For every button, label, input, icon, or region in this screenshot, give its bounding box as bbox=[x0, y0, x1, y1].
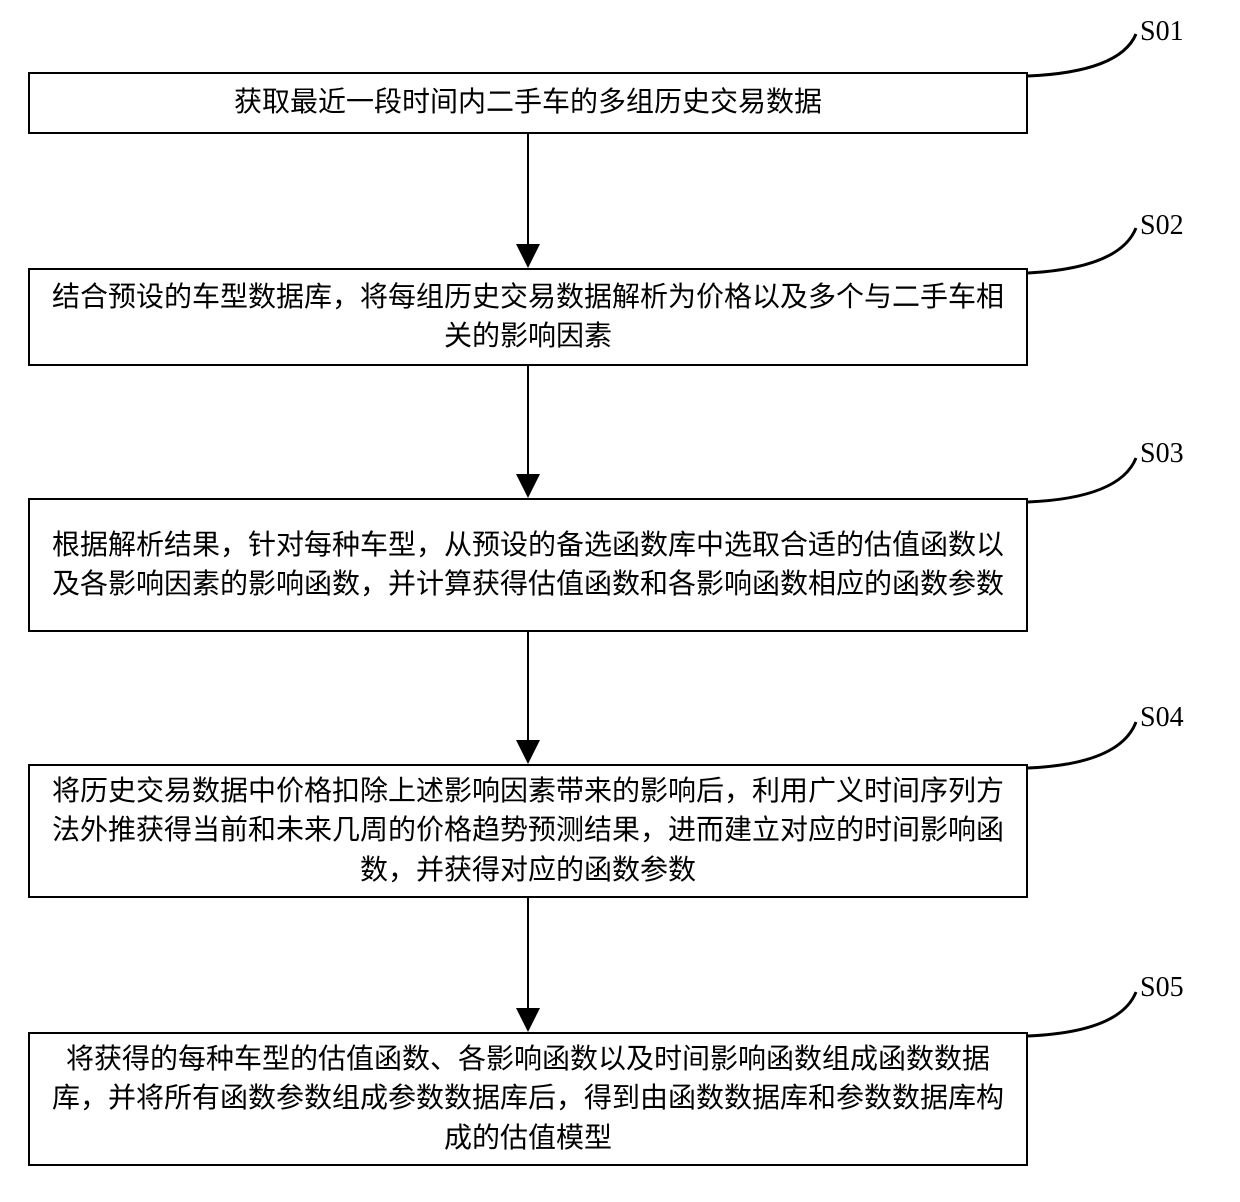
step-label-s01: S01 bbox=[1140, 16, 1184, 48]
step-label-s05: S05 bbox=[1140, 972, 1184, 1004]
step-text-s05: 将获得的每种车型的估值函数、各影响函数以及时间影响函数组成函数数据库，并将所有函… bbox=[48, 1040, 1008, 1158]
step-box-s01: 获取最近一段时间内二手车的多组历史交易数据 bbox=[28, 72, 1028, 134]
callout-s02 bbox=[1028, 228, 1136, 273]
step-box-s05: 将获得的每种车型的估值函数、各影响函数以及时间影响函数组成函数数据库，并将所有函… bbox=[28, 1032, 1028, 1166]
step-box-s04: 将历史交易数据中价格扣除上述影响因素带来的影响后，利用广义时间序列方法外推获得当… bbox=[28, 764, 1028, 898]
step-label-s04: S04 bbox=[1140, 702, 1184, 734]
step-box-s02: 结合预设的车型数据库，将每组历史交易数据解析为价格以及多个与二手车相关的影响因素 bbox=[28, 268, 1028, 366]
step-text-s04: 将历史交易数据中价格扣除上述影响因素带来的影响后，利用广义时间序列方法外推获得当… bbox=[48, 772, 1008, 890]
flowchart-container: 获取最近一段时间内二手车的多组历史交易数据 结合预设的车型数据库，将每组历史交易… bbox=[0, 0, 1240, 1202]
step-label-s03: S03 bbox=[1140, 438, 1184, 470]
step-text-s01: 获取最近一段时间内二手车的多组历史交易数据 bbox=[234, 83, 822, 122]
step-text-s02: 结合预设的车型数据库，将每组历史交易数据解析为价格以及多个与二手车相关的影响因素 bbox=[48, 278, 1008, 356]
step-text-s03: 根据解析结果，针对每种车型，从预设的备选函数库中选取合适的估值函数以及各影响因素… bbox=[48, 526, 1008, 604]
callout-s04 bbox=[1028, 722, 1136, 768]
callout-s05 bbox=[1028, 992, 1136, 1036]
callout-s01 bbox=[1028, 34, 1136, 76]
step-box-s03: 根据解析结果，针对每种车型，从预设的备选函数库中选取合适的估值函数以及各影响因素… bbox=[28, 498, 1028, 632]
callout-s03 bbox=[1028, 458, 1136, 502]
step-label-s02: S02 bbox=[1140, 210, 1184, 242]
